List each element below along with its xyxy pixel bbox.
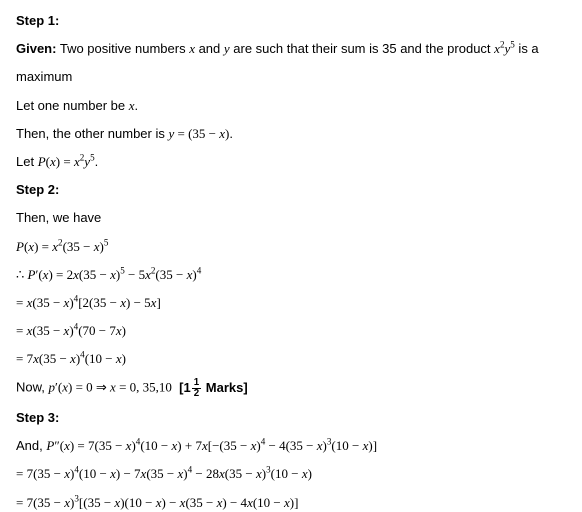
math-x2y5: x2y5 <box>494 41 515 56</box>
line5a: Let <box>16 154 38 169</box>
marks: [112 Marks] <box>176 380 248 395</box>
math-pdp: P″(x) = 7(35 − x)4(10 − x) + 7x[−(35 − x… <box>46 438 377 453</box>
line3b: . <box>135 98 139 113</box>
marks-a: [1 <box>179 380 191 395</box>
given-line2: maximum <box>16 68 566 86</box>
line-other: Then, the other number is y = (35 − x). <box>16 125 566 143</box>
math-step3b: = 7(35 − x)3[(35 − x)(10 − x) − x(35 − x… <box>16 495 298 510</box>
line-letone: Let one number be x. <box>16 97 566 115</box>
math-step2c: = 7x(35 − x)4(10 − x) <box>16 351 126 366</box>
given-label: Given: <box>16 41 56 56</box>
math-now: p′(x) = 0 ⇒ x = 0, 35,10 <box>49 380 172 395</box>
math-px-def: P(x) = x2y5 <box>38 154 95 169</box>
eq-and-pdp: And, P″(x) = 7(35 − x)4(10 − x) + 7x[−(3… <box>16 437 566 455</box>
eq-px: P(x) = x2(35 − x)5 <box>16 238 566 256</box>
given-text-d: is a <box>515 41 539 56</box>
line5b: . <box>95 154 99 169</box>
given-line2-text: maximum <box>16 69 72 84</box>
step3-text: Step 3: <box>16 410 59 425</box>
given-text-c: are such that their sum is 35 and the pr… <box>230 41 494 56</box>
line-letpx: Let P(x) = x2y5. <box>16 153 566 171</box>
given-text-a: Two positive numbers <box>56 41 189 56</box>
marks-b: Marks] <box>202 380 248 395</box>
step3-label: Step 3: <box>16 409 566 427</box>
eq-step2c: = 7x(35 − x)4(10 − x) <box>16 350 566 368</box>
eq-now: Now, p′(x) = 0 ⇒ x = 0, 35,10 [112 Marks… <box>16 378 566 399</box>
now-text: Now, <box>16 380 49 395</box>
math-pprime: ∴ P′(x) = 2x(35 − x)5 − 5x2(35 − x)4 <box>16 267 201 282</box>
step2-line1: Then, we have <box>16 209 566 227</box>
math-step3a: = 7(35 − x)4(10 − x) − 7x(35 − x)4 − 28x… <box>16 466 312 481</box>
eq-step3a: = 7(35 − x)4(10 − x) − 7x(35 − x)4 − 28x… <box>16 465 566 483</box>
eq-step3b: = 7(35 − x)3[(35 − x)(10 − x) − x(35 − x… <box>16 494 566 512</box>
step2-label: Step 2: <box>16 181 566 199</box>
eq-step2a: = x(35 − x)4[2(35 − x) − 5x] <box>16 294 566 312</box>
eq-pprime: ∴ P′(x) = 2x(35 − x)5 − 5x2(35 − x)4 <box>16 266 566 284</box>
step1-label: Step 1: <box>16 12 566 30</box>
math-step2b: = x(35 − x)4(70 − 7x) <box>16 323 126 338</box>
line4a: Then, the other number is <box>16 126 168 141</box>
and-label: And, <box>16 438 46 453</box>
given-text-b: and <box>195 41 224 56</box>
math-step2a: = x(35 − x)4[2(35 − x) − 5x] <box>16 295 161 310</box>
eq-step2b: = x(35 − x)4(70 − 7x) <box>16 322 566 340</box>
step2-text: Step 2: <box>16 182 59 197</box>
frac-half: 12 <box>192 378 201 399</box>
math-px: P(x) = x2(35 − x)5 <box>16 239 108 254</box>
line3a: Let one number be <box>16 98 129 113</box>
given-line1: Given: Two positive numbers x and y are … <box>16 40 566 58</box>
math-y-eq: y = (35 − x) <box>168 126 229 141</box>
step1-text: Step 1: <box>16 13 59 28</box>
step2-line1-text: Then, we have <box>16 210 101 225</box>
line4b: . <box>229 126 233 141</box>
